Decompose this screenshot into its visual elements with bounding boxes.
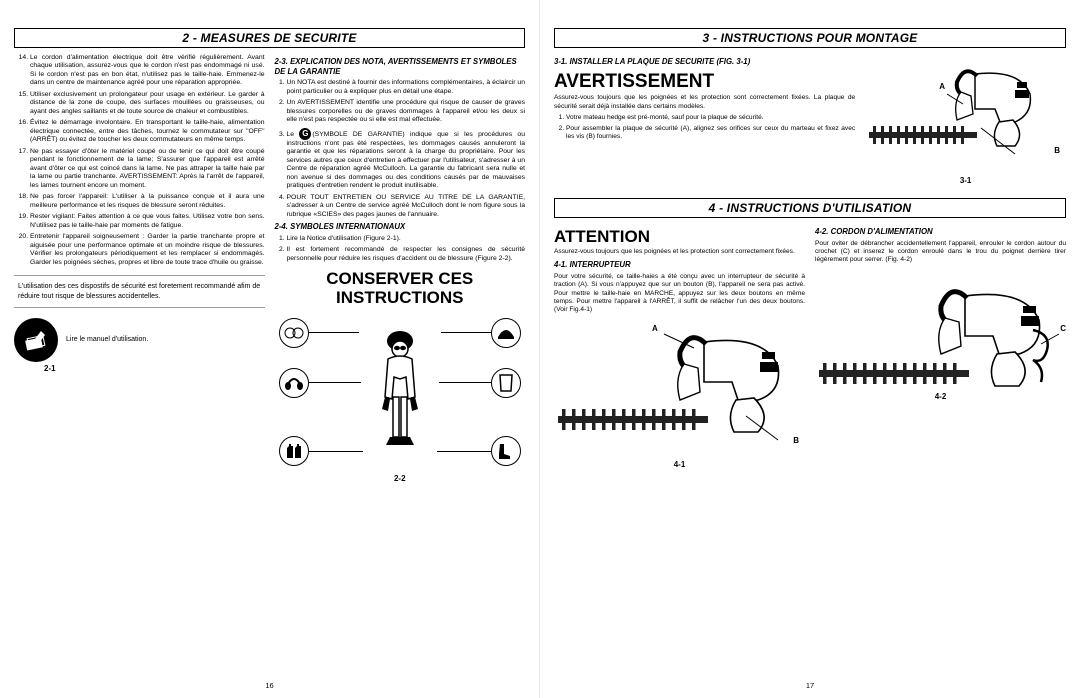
body-protection-icon — [491, 368, 521, 398]
figure-3-1: A B — [865, 54, 1066, 174]
safety-item: Ne pas forcer l'appareil: L'utiliser à l… — [30, 193, 265, 210]
safety-item: Rester vigilant: Faites attention à ce q… — [30, 213, 265, 230]
safety-item: Le cordon d'alimentation électrique doit… — [30, 54, 265, 88]
section-3-text: 3-1. INSTALLER LA PLAQUE DE SECURITE (FI… — [554, 54, 855, 186]
figure-2-1-label: 2-1 — [14, 364, 265, 374]
explanation-item: POUR TOUT ENTRETIEN OU SERVICE AU TITRE … — [287, 194, 526, 219]
safety-item: Utiliser exclusivement un prolongateur p… — [30, 91, 265, 116]
safety-item: Entretenir l'appareil soigneusement : Ga… — [30, 233, 265, 267]
sub-2-4-title: 2-4. SYMBOLES INTERNATIONAUX — [275, 222, 526, 232]
figure-3-1-label: 3-1 — [865, 176, 1066, 186]
keep-line1: CONSERVER CES — [275, 269, 526, 288]
section-4-col1: ATTENTION Assurez-vous toujours que les … — [554, 224, 805, 470]
sub-3-1-title: 3-1. INSTALLER LA PLAQUE DE SECURITE (FI… — [554, 57, 855, 67]
section-4-col2: 4-2. CORDON D'ALIMENTATION Pour oviter d… — [815, 224, 1066, 470]
manual-text: Lire le manuel d'utilisation. — [66, 336, 148, 345]
section-4-row: ATTENTION Assurez-vous toujours que les … — [554, 224, 1066, 470]
figure-3-1-wrap: A B 3-1 — [865, 54, 1066, 186]
page-17: 3 - INSTRUCTIONS POUR MONTAGE 3-1. INSTA… — [540, 0, 1080, 698]
attention-heading: ATTENTION — [554, 226, 805, 247]
attention-text: Assurez-vous toujours que les poignées e… — [554, 248, 805, 256]
ear-protection-icon — [279, 368, 309, 398]
page16-columns: Le cordon d'alimentation électrique doit… — [14, 54, 525, 484]
label-c: C — [1060, 324, 1066, 334]
section-3-header: 3 - INSTRUCTIONS POUR MONTAGE — [554, 28, 1066, 48]
figure-2-2-label: 2-2 — [275, 474, 526, 484]
sub-4-1-title: 4-1. INTERRUPTEUR — [554, 260, 805, 270]
section-4-header: 4 - INSTRUCTIONS D'UTILISATION — [554, 198, 1066, 218]
figure-4-2: C 4-2 — [815, 274, 1066, 424]
label-a: A — [939, 82, 945, 92]
explanation-list: Un NOTA est destiné à fournir des inform… — [275, 79, 526, 219]
safety-note-box: L'utilisation des ces dispostifs de sécu… — [14, 275, 265, 308]
page-number: 16 — [265, 681, 273, 690]
sub-4-2-title: 4-2. CORDON D'ALIMENTATION — [815, 227, 1066, 237]
sub-4-1-text: Pour votre sécurité, ce taille-haies a é… — [554, 273, 805, 314]
page-number: 17 — [806, 681, 814, 690]
hedge-trimmer-icon — [865, 54, 1045, 169]
symbols-item: Il est fortement recommandé de respecter… — [287, 246, 526, 263]
install-item: Pour assembler la plaque de sécurité (A)… — [566, 125, 855, 141]
safety-list: Le cordon d'alimentation électrique doit… — [14, 54, 265, 267]
manual-icon — [14, 318, 58, 362]
safety-item: Ne pas essayer d'ôter le matériel coupé … — [30, 148, 265, 190]
explanation-item: Un NOTA est destiné à fournir des inform… — [287, 79, 526, 96]
label-b: B — [1054, 146, 1060, 156]
figure-4-2-label: 4-2 — [935, 392, 947, 402]
safety-item: Évitez le démarrage involontaire. En tra… — [30, 119, 265, 144]
warning-text: Assurez-vous toujours que les poignées e… — [554, 94, 855, 110]
figure-2-2 — [275, 312, 526, 472]
install-item: Votre mateau hedge est pré-monté, sauf p… — [566, 114, 855, 122]
eye-protection-icon — [279, 318, 309, 348]
label-a: A — [652, 324, 658, 334]
warranty-symbol-icon: G — [299, 128, 311, 140]
warning-heading: AVERTISSEMENT — [554, 70, 855, 94]
hedge-trimmer-icon — [554, 320, 804, 465]
helmet-icon — [491, 318, 521, 348]
keep-line2: INSTRUCTIONS — [275, 288, 526, 307]
figure-4-1-label: 4-1 — [674, 460, 686, 470]
gloves-icon — [279, 436, 309, 466]
page16-col2: 2-3. EXPLICATION DES NOTA, AVERTISSEMENT… — [275, 54, 526, 484]
label-b: B — [793, 436, 799, 446]
boots-icon — [491, 436, 521, 466]
explanation-item: Un AVERTISSEMENT identifie une procédure… — [287, 99, 526, 124]
section-3-row: 3-1. INSTALLER LA PLAQUE DE SECURITE (FI… — [554, 54, 1066, 186]
figure-4-1: A B 4-1 — [554, 320, 805, 470]
manual-row: Lire le manuel d'utilisation. — [14, 318, 265, 362]
symbols-item: Lire la Notice d'utilisation (Figure 2-1… — [287, 235, 526, 243]
keep-instructions-title: CONSERVER CES INSTRUCTIONS — [275, 269, 526, 307]
page16-col1: Le cordon d'alimentation électrique doit… — [14, 54, 265, 484]
sub-2-3-title: 2-3. EXPLICATION DES NOTA, AVERTISSEMENT… — [275, 57, 526, 76]
symbols-list: Lire la Notice d'utilisation (Figure 2-1… — [275, 235, 526, 263]
install-list: Votre mateau hedge est pré-monté, sauf p… — [554, 114, 855, 142]
page-16: 2 - MEASURES DE SECURITE Le cordon d'ali… — [0, 0, 540, 698]
section-2-header: 2 - MEASURES DE SECURITE — [14, 28, 525, 48]
sub-4-2-text: Pour oviter de débrancher accidentelleme… — [815, 240, 1066, 265]
explanation-item: Le G(SYMBOLE DE GARANTIE) indique que si… — [287, 128, 526, 191]
worker-icon — [360, 327, 440, 457]
